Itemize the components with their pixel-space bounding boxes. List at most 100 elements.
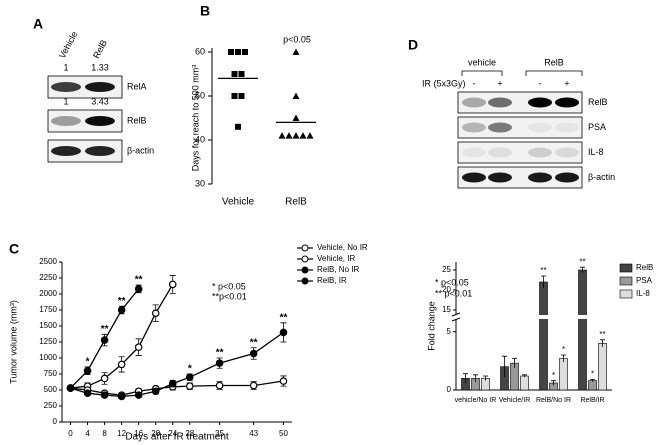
x-tick-label: 0 — [68, 429, 73, 438]
x-tick-label: 50 — [279, 429, 288, 438]
legend-label: RelB, IR — [317, 276, 347, 285]
x-tick-label: Vehicle/IR — [499, 397, 531, 404]
point — [100, 391, 109, 399]
blot-band — [51, 146, 81, 156]
y-tick-label: 2000 — [39, 289, 57, 298]
x-tick-label: 4 — [85, 429, 90, 438]
blot-band — [528, 97, 552, 108]
significance: ** — [540, 266, 546, 275]
error-bar — [541, 275, 546, 288]
blot-band — [555, 97, 579, 108]
point — [100, 374, 109, 383]
x-tick-label: 35 — [215, 429, 224, 438]
point — [231, 93, 238, 99]
point — [83, 366, 92, 375]
legend-swatch — [619, 276, 633, 286]
point — [235, 49, 241, 55]
blot-band — [528, 172, 552, 183]
blot-box — [457, 141, 583, 164]
point — [238, 71, 245, 77]
group-bracket — [525, 70, 583, 76]
point — [292, 48, 300, 55]
point — [168, 280, 177, 289]
blot-band — [555, 122, 579, 133]
bar — [539, 281, 548, 391]
y-tick-label: 60 — [195, 46, 205, 56]
ratio-label: 1 — [63, 62, 68, 72]
error-bar — [580, 266, 585, 273]
y-tick-label: 25 — [442, 265, 451, 274]
x-tick-label: vehicle/No IR — [455, 397, 497, 404]
point — [215, 381, 224, 390]
ratio-label: 3.43 — [91, 96, 109, 106]
row-label: RelB — [127, 115, 147, 125]
error-bar — [522, 374, 527, 378]
note: * p<0.05 — [212, 281, 246, 291]
y-tick-label: 30 — [195, 178, 205, 188]
y-tick-label: 40 — [195, 134, 205, 144]
point — [134, 391, 143, 399]
legend-label: Vehicle, No IR — [317, 243, 368, 252]
legend-marker — [301, 266, 309, 274]
error-bar — [463, 373, 468, 383]
blot-band — [528, 147, 552, 158]
sign-label: + — [497, 78, 502, 88]
bar — [520, 375, 529, 391]
x-tick-label: Vehicle — [222, 197, 255, 208]
blot-band — [51, 116, 81, 126]
group-bracket — [461, 70, 503, 76]
x-tick-label: 12 — [117, 429, 126, 438]
point — [134, 285, 143, 293]
point — [292, 132, 300, 139]
point — [278, 132, 286, 139]
row-label: IL-8 — [588, 147, 604, 157]
error-bar — [551, 380, 556, 386]
y-tick-label: 50 — [195, 90, 205, 100]
point — [306, 132, 314, 139]
significance: * — [188, 364, 192, 375]
point — [185, 373, 194, 382]
y-tick-label: 1500 — [39, 321, 57, 330]
legend-swatch — [619, 263, 633, 273]
y-tick-label: 2500 — [39, 257, 57, 266]
point — [134, 343, 143, 351]
legend-label: RelB — [636, 263, 653, 272]
point — [292, 114, 300, 121]
point — [168, 379, 177, 388]
y-axis-label: Tumor volume (mm³) — [8, 300, 18, 384]
legend-label: RelB, No IR — [317, 265, 359, 274]
error-bar — [590, 379, 595, 382]
bar — [588, 380, 597, 391]
y-tick-label: 1000 — [39, 353, 57, 362]
x-tick-label: 28 — [185, 429, 194, 438]
significance: ** — [101, 324, 109, 335]
group-label: vehicle — [468, 57, 496, 67]
point — [279, 328, 288, 337]
blot-band — [462, 122, 486, 133]
bar — [578, 269, 587, 391]
y-tick-label: 1250 — [39, 337, 57, 346]
panel-label: A — [33, 16, 43, 32]
blot-band — [462, 97, 486, 108]
x-tick-label: 16 — [134, 429, 143, 438]
significance: * — [591, 370, 594, 379]
significance: ** — [250, 337, 258, 348]
legend-label: PSA — [636, 276, 653, 285]
error-bar — [561, 354, 566, 362]
point — [249, 381, 258, 390]
panel-label: C — [9, 241, 19, 257]
row-label: RelA — [127, 81, 147, 91]
significance: * — [552, 371, 555, 380]
point — [292, 92, 300, 99]
y-tick-label: 0 — [53, 417, 58, 426]
x-tick-label: 43 — [249, 429, 258, 438]
y-tick-label: 750 — [44, 369, 58, 378]
y-tick-label: 20 — [442, 285, 451, 294]
point — [299, 132, 307, 139]
blot-band — [85, 116, 115, 126]
point — [151, 387, 160, 396]
point — [231, 71, 238, 77]
significance: ** — [118, 296, 126, 307]
legend-swatch — [619, 289, 633, 299]
